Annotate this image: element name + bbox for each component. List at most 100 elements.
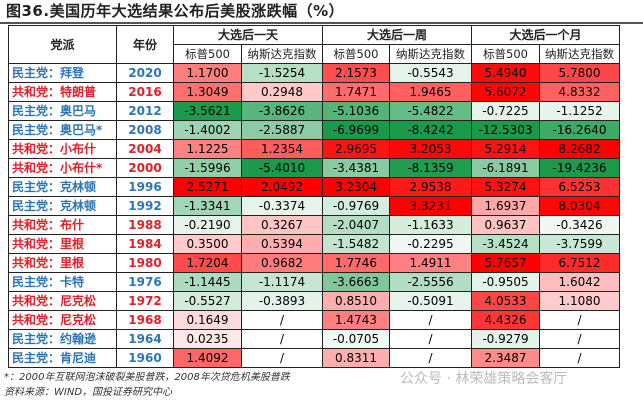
party-cell: 民主党：约翰逊 xyxy=(8,329,117,349)
value-cell: / xyxy=(241,310,323,330)
year-cell: 1980 xyxy=(116,253,174,273)
header-sp500: 标普500 xyxy=(471,44,540,64)
table-row: 民主党：卡特 1976 -1.1445 -1.1174 -3.6663 -2.5556 -0… xyxy=(8,272,620,292)
value-cell: 1.2354 xyxy=(241,139,323,159)
header-nasdaq: 纳斯达克指数 xyxy=(389,44,472,64)
value-cell: -0.5527 xyxy=(173,291,242,311)
value-cell: 0.5394 xyxy=(241,234,323,254)
value-cell: -0.9505 xyxy=(471,272,540,292)
value-cell: 4.0533 xyxy=(471,291,540,311)
party-cell: 民主党：拜登 xyxy=(8,63,117,83)
title-rule xyxy=(0,22,643,24)
value-cell: -3.8626 xyxy=(241,101,323,121)
value-cell: 2.3487 xyxy=(471,348,540,368)
value-cell: -0.2190 xyxy=(173,215,242,235)
value-cell: -3.7599 xyxy=(539,234,620,254)
value-cell: 3.2053 xyxy=(389,139,472,159)
table-row: 民主党：肯尼迪 1960 1.4092/0.8311/2.3487/ xyxy=(8,348,620,368)
table-row: 共和党：尼克松 1968 0.1649/1.4743/4.4326/ xyxy=(8,310,620,330)
header-nasdaq: 纳斯达克指数 xyxy=(241,44,323,64)
year-cell: 2004 xyxy=(116,139,174,159)
figure-title: 图36.美国历年大选结果公布后美股涨跌幅（%） xyxy=(6,2,345,20)
table-row: 共和党：小布什 2004 1.1225 1.2354 2.9695 3.2053 5.291… xyxy=(8,139,620,159)
party-cell: 民主党：奥巴马 xyxy=(8,101,117,121)
value-cell: 8.2682 xyxy=(539,139,620,159)
value-cell: -12.5303 xyxy=(471,120,540,140)
value-cell: -8.1359 xyxy=(389,158,472,178)
year-cell: 1968 xyxy=(116,310,174,330)
value-cell: / xyxy=(539,329,620,349)
party-cell: 共和党：特朗普 xyxy=(8,82,117,102)
value-cell: 6.7512 xyxy=(539,253,620,273)
value-cell: 0.9682 xyxy=(241,253,323,273)
value-cell: -0.2295 xyxy=(389,234,472,254)
value-cell: 2.1573 xyxy=(322,63,390,83)
year-cell: 1976 xyxy=(116,272,174,292)
year-cell: 1996 xyxy=(116,177,174,197)
watermark: 公众号 · 林荣雄策略会客厅 xyxy=(400,371,568,387)
header-week-after: 大选后一周 xyxy=(322,25,472,45)
value-cell: -5.4010 xyxy=(241,158,323,178)
value-cell: -1.1174 xyxy=(241,272,323,292)
value-cell: -1.3341 xyxy=(173,196,242,216)
value-cell: 0.0235 xyxy=(173,329,242,349)
value-cell: 5.3274 xyxy=(471,177,540,197)
value-cell: 8.0304 xyxy=(539,196,620,216)
election-returns-table: 党派 年份 大选后一天 大选后一周 大选后一个月 标普500 纳斯达克指数 标普… xyxy=(8,25,620,368)
table-row: 共和党：尼克松 1972 -0.5527 -0.3893 0.8510 -0.5091 4.… xyxy=(8,291,620,311)
value-cell: 5.6072 xyxy=(471,82,540,102)
value-cell: -1.5254 xyxy=(241,63,323,83)
party-cell: 共和党：尼克松 xyxy=(8,310,117,330)
value-cell: 0.8311 xyxy=(322,348,390,368)
value-cell: -3.6663 xyxy=(322,272,390,292)
value-cell: / xyxy=(389,310,472,330)
value-cell: 4.8332 xyxy=(539,82,620,102)
party-cell: 共和党：布什 xyxy=(8,215,117,235)
party-cell: 民主党：肯尼迪 xyxy=(8,348,117,368)
year-cell: 2012 xyxy=(116,101,174,121)
value-cell: 1.1700 xyxy=(173,63,242,83)
value-cell: -0.3374 xyxy=(241,196,323,216)
value-cell: 2.0492 xyxy=(241,177,323,197)
value-cell: 1.4092 xyxy=(173,348,242,368)
value-cell: 1.9465 xyxy=(389,82,472,102)
value-cell: -6.9699 xyxy=(322,120,390,140)
header-month-after: 大选后一个月 xyxy=(471,25,620,45)
table-row: 共和党：小布什* 2000 -1.5996 -5.4010 -3.4381 -8.1359… xyxy=(8,158,620,178)
value-cell: 5.2914 xyxy=(471,139,540,159)
value-cell: -8.4242 xyxy=(389,120,472,140)
value-cell: -1.5996 xyxy=(173,158,242,178)
party-cell: 民主党：克林顿 xyxy=(8,196,117,216)
value-cell: 0.2948 xyxy=(241,82,323,102)
value-cell: 2.9538 xyxy=(389,177,472,197)
value-cell: 5.4940 xyxy=(471,63,540,83)
value-cell: -0.5543 xyxy=(389,63,472,83)
value-cell: 3.2304 xyxy=(322,177,390,197)
value-cell: 1.7204 xyxy=(173,253,242,273)
value-cell: 0.1649 xyxy=(173,310,242,330)
header-year: 年份 xyxy=(116,25,174,64)
year-cell: 2016 xyxy=(116,82,174,102)
value-cell: -0.3426 xyxy=(539,215,620,235)
value-cell: 1.6937 xyxy=(471,196,540,216)
value-cell: 1.1225 xyxy=(173,139,242,159)
table-row: 共和党：里根 1984 0.3500 0.5394 -1.5482 -0.2295 -3.4… xyxy=(8,234,620,254)
value-cell: -6.1891 xyxy=(471,158,540,178)
value-cell: 1.3049 xyxy=(173,82,242,102)
header-day-after: 大选后一天 xyxy=(173,25,323,45)
year-cell: 1964 xyxy=(116,329,174,349)
header-sp500: 标普500 xyxy=(173,44,242,64)
table-row: 民主党：克林顿 1996 2.5271 2.0492 3.2304 2.9538 5.327… xyxy=(8,177,620,197)
value-cell: -5.4822 xyxy=(389,101,472,121)
year-cell: 2008 xyxy=(116,120,174,140)
value-cell: / xyxy=(539,310,620,330)
value-cell: -1.1252 xyxy=(539,101,620,121)
table-row: 民主党：克林顿 1992 -1.3341 -0.3374 -0.9769 3.3231 1.… xyxy=(8,196,620,216)
party-cell: 共和党：小布什* xyxy=(8,158,117,178)
table-row: 民主党：约翰逊 1964 0.0235/-0.0705/-0.9279/ xyxy=(8,329,620,349)
value-cell: -2.5887 xyxy=(241,120,323,140)
party-cell: 共和党：里根 xyxy=(8,234,117,254)
year-cell: 1984 xyxy=(116,234,174,254)
header-sp500: 标普500 xyxy=(322,44,390,64)
table-row: 民主党：奥巴马* 2008 -1.4002 -2.5887 -6.9699 -8.4242… xyxy=(8,120,620,140)
